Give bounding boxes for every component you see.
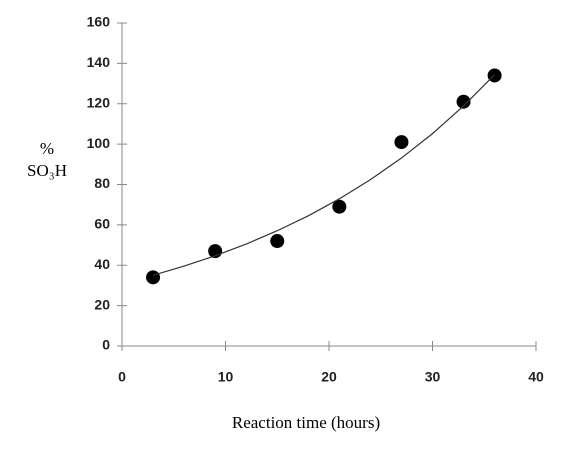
- y-tick-label: 20: [94, 296, 110, 312]
- y-tick-label: 100: [87, 135, 111, 151]
- data-point: [332, 199, 347, 214]
- x-axis-label: Reaction time (hours): [232, 413, 380, 432]
- x-tick-label: 40: [528, 369, 544, 385]
- y-tick-label: 60: [94, 216, 110, 232]
- y-tick-label: 80: [94, 175, 110, 191]
- y-tick-label: 160: [87, 14, 111, 30]
- x-tick-label: 30: [425, 369, 441, 385]
- data-point: [394, 135, 409, 150]
- y-tick-label: 120: [87, 94, 111, 110]
- x-tick-label: 10: [218, 369, 234, 385]
- y-tick-label: 0: [102, 337, 110, 353]
- y-tick-label: 140: [87, 54, 111, 70]
- data-point: [146, 270, 161, 285]
- trend-line: [152, 74, 496, 276]
- data-point: [456, 94, 471, 109]
- data-point: [270, 234, 285, 249]
- y-tick-label: 40: [94, 256, 110, 272]
- y-axis-label: SO₃H: [27, 161, 67, 180]
- y-axis-label: %: [40, 139, 54, 158]
- x-tick-label: 20: [321, 369, 337, 385]
- x-tick-label: 0: [118, 369, 126, 385]
